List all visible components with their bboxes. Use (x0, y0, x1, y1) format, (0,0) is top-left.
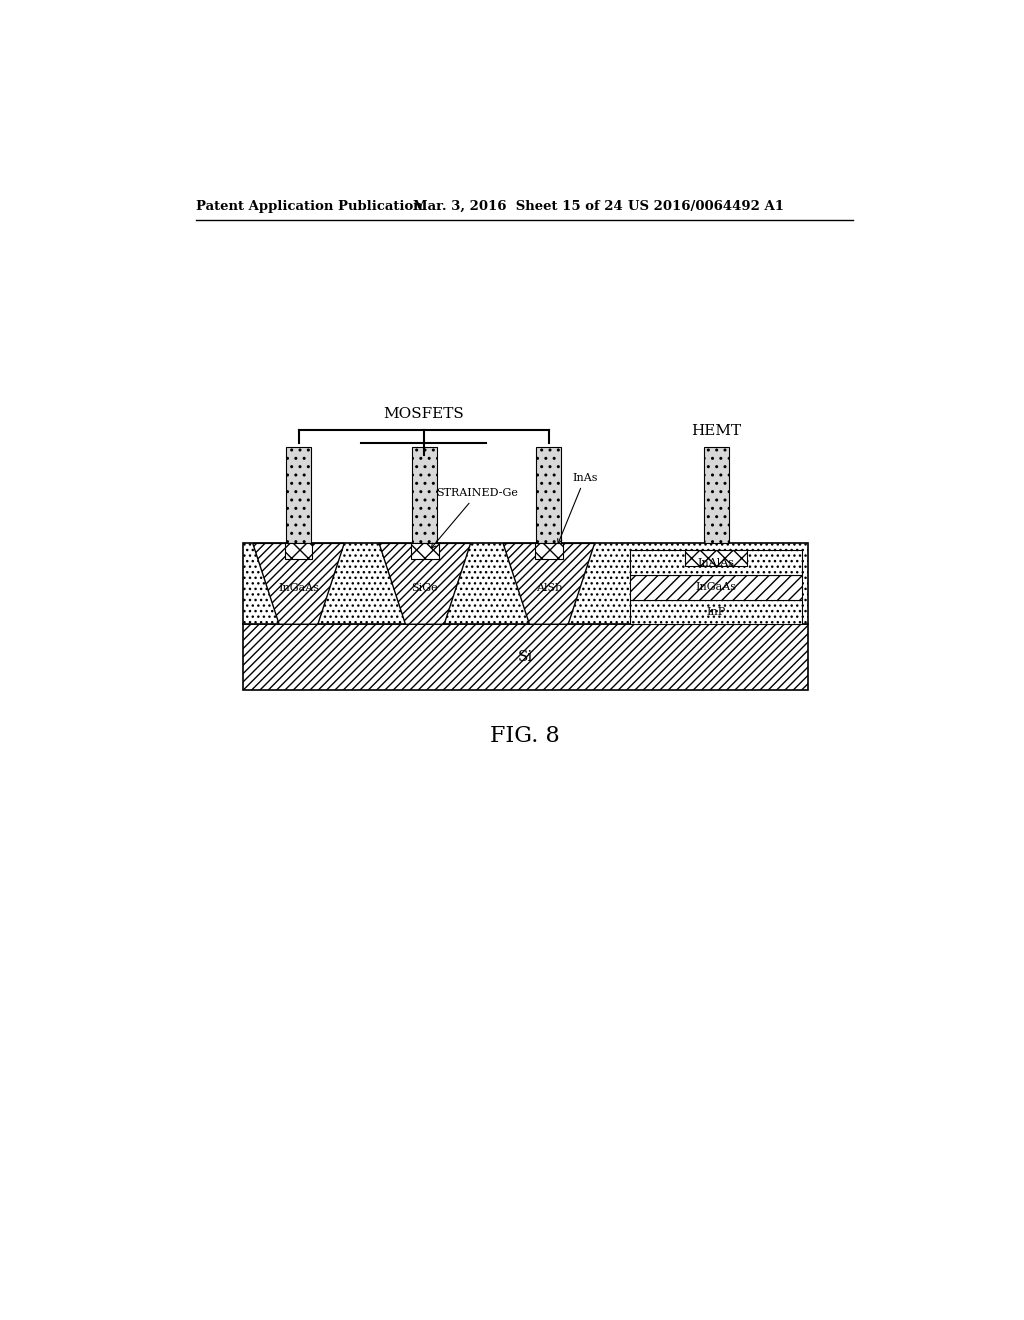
Text: FIG. 8: FIG. 8 (489, 725, 560, 747)
Text: HEMT: HEMT (691, 424, 741, 438)
Text: InGaAs: InGaAs (278, 583, 319, 593)
Bar (630, 599, 802, 624)
Polygon shape (253, 544, 344, 624)
Text: InAlAs: InAlAs (697, 557, 735, 568)
Bar (630, 550, 802, 576)
Polygon shape (503, 544, 595, 624)
Text: Patent Application Publication: Patent Application Publication (197, 199, 423, 213)
Bar (630, 576, 802, 599)
Polygon shape (379, 544, 471, 624)
Text: US 2016/0064492 A1: US 2016/0064492 A1 (628, 199, 784, 213)
Text: MOSFETS: MOSFETS (383, 407, 464, 421)
Bar (535, 544, 563, 558)
Bar (685, 550, 748, 566)
Bar (411, 544, 438, 558)
Text: InGaAs: InGaAs (695, 582, 736, 593)
Bar (286, 447, 311, 544)
Text: Mar. 3, 2016  Sheet 15 of 24: Mar. 3, 2016 Sheet 15 of 24 (414, 199, 623, 213)
Text: AlSb: AlSb (536, 583, 562, 593)
Bar (285, 544, 312, 558)
Bar (703, 447, 729, 544)
Text: STRAINED-Ge: STRAINED-Ge (431, 488, 518, 548)
Text: Si: Si (518, 649, 534, 664)
Bar (413, 447, 437, 544)
Text: InAs: InAs (558, 473, 598, 544)
Bar (243, 544, 809, 624)
Text: InP: InP (707, 607, 726, 616)
Bar (243, 624, 809, 689)
Text: SiGe: SiGe (412, 583, 438, 593)
Bar (537, 447, 561, 544)
